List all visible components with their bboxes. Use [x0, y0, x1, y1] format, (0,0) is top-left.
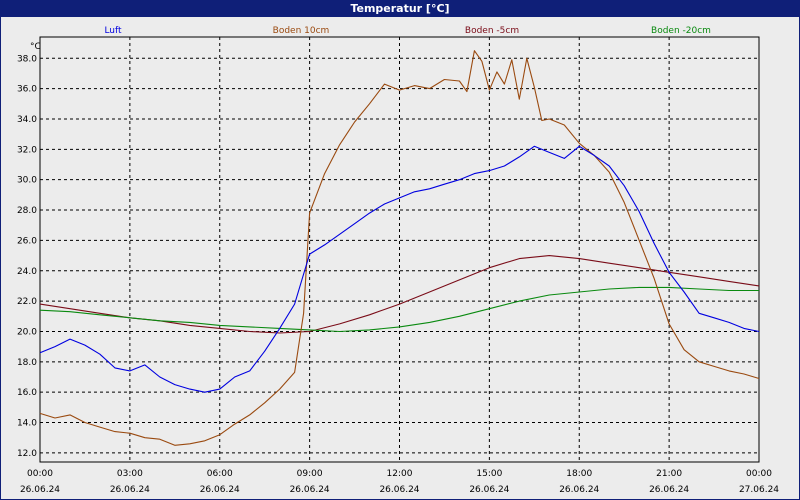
x-tick-time-label: 12:00	[387, 469, 413, 479]
x-tick-time-label: 18:00	[566, 469, 592, 479]
y-tick-label: 22.0	[17, 297, 37, 307]
y-tick-label: 34.0	[17, 115, 37, 125]
legend-boden-10cm: Boden 10cm	[272, 26, 330, 36]
y-tick-label: 36.0	[17, 85, 37, 95]
x-tick-date-label: 26.06.24	[649, 485, 689, 495]
x-tick-date-label: 26.06.24	[290, 485, 330, 495]
chart-title: Temperatur [°C]	[0, 0, 800, 17]
y-tick-label: 28.0	[17, 206, 37, 216]
y-tick-label: 18.0	[17, 358, 37, 368]
x-tick-time-label: 15:00	[476, 469, 502, 479]
x-tick-date-label: 26.06.24	[469, 485, 509, 495]
x-tick-time-label: 06:00	[207, 469, 233, 479]
legend-boden-minus-5cm: Boden -5cm	[464, 26, 520, 36]
plot-border	[39, 36, 760, 463]
y-tick-label: 20.0	[17, 327, 37, 337]
x-tick-date-label: 26.06.24	[379, 485, 419, 495]
x-tick-time-label: 00:00	[27, 469, 53, 479]
x-tick-time-label: 00:00	[746, 469, 772, 479]
legend-luft: Luft	[104, 26, 122, 36]
x-tick-time-label: 09:00	[297, 469, 323, 479]
x-tick-date-label: 26.06.24	[110, 485, 150, 495]
y-axis-unit-label: °C	[30, 42, 41, 52]
y-tick-label: 26.0	[17, 236, 37, 246]
y-tick-label: 14.0	[17, 419, 37, 429]
x-tick-time-label: 21:00	[656, 469, 682, 479]
x-tick-date-label: 27.06.24	[739, 485, 779, 495]
x-tick-date-label: 26.06.24	[20, 485, 60, 495]
x-tick-time-label: 03:00	[117, 469, 143, 479]
window-frame-left	[0, 17, 1, 500]
y-tick-label: 16.0	[17, 388, 37, 398]
series-line-boden-10cm	[39, 50, 760, 446]
y-tick-label: 12.0	[17, 449, 37, 459]
y-tick-label: 30.0	[17, 176, 37, 186]
x-tick-date-label: 26.06.24	[559, 485, 599, 495]
y-tick-label: 32.0	[17, 145, 37, 155]
legend-boden-minus-20cm: Boden -20cm	[651, 26, 711, 36]
y-tick-label: 38.0	[17, 54, 37, 64]
series-line-luft	[39, 145, 760, 393]
series-line-boden-20cm	[39, 286, 759, 333]
x-tick-date-label: 26.06.24	[200, 485, 240, 495]
y-tick-label: 24.0	[17, 267, 37, 277]
